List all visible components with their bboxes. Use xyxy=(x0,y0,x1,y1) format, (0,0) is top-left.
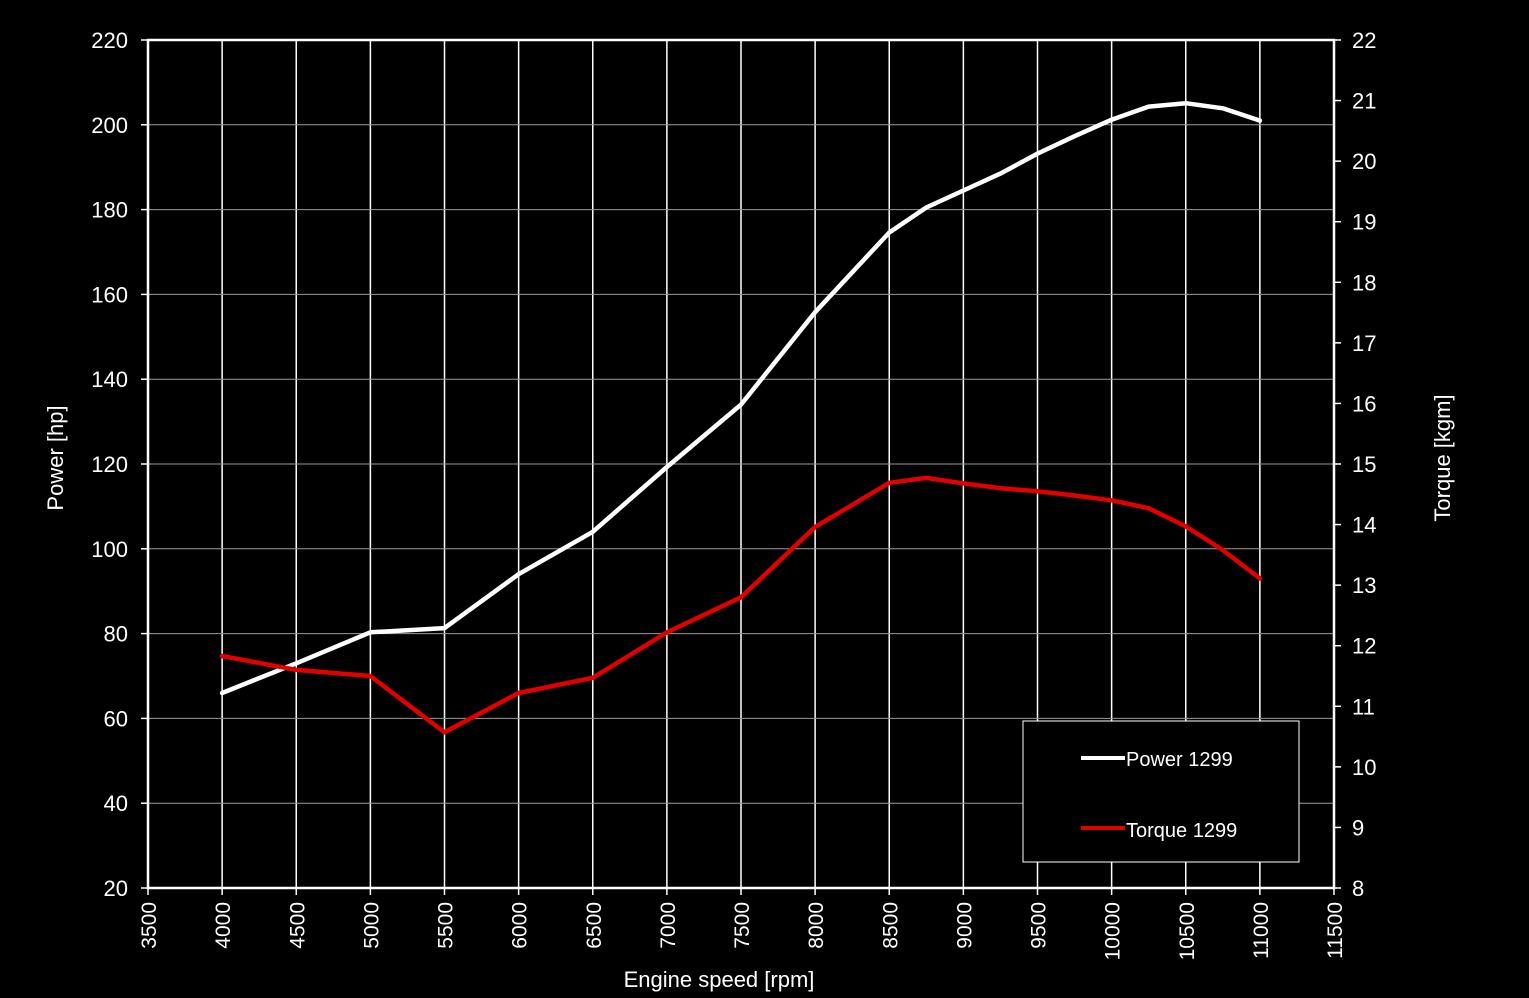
series-line-torque xyxy=(219,475,1263,735)
x-tick-label: 7000 xyxy=(657,902,680,949)
x-tick-label: 9000 xyxy=(953,902,976,949)
x-tick-label: 9500 xyxy=(1028,902,1051,949)
x-tick-label: 6000 xyxy=(509,902,532,949)
y-right-tick-label: 18 xyxy=(1352,270,1376,295)
y-axis-right-label: Torque [kgm] xyxy=(1430,394,1455,521)
y-right-tick-label: 12 xyxy=(1352,634,1376,659)
x-tick-label: 5500 xyxy=(435,902,458,949)
x-tick-label: 5000 xyxy=(360,902,383,949)
x-tick-label: 10000 xyxy=(1102,902,1125,960)
x-tick-label: 8000 xyxy=(805,902,828,949)
series-line-power xyxy=(219,100,1263,696)
y-right-tick-label: 19 xyxy=(1352,210,1376,235)
y-right-tick-label: 9 xyxy=(1352,815,1364,840)
y-axis-left-label: Power [hp] xyxy=(43,405,68,510)
x-tick-label: 3500 xyxy=(138,902,161,949)
y-right-tick-label: 21 xyxy=(1352,89,1376,114)
y-right-tick-label: 15 xyxy=(1352,452,1376,477)
y-left-tick-label: 120 xyxy=(91,452,128,477)
y-axis-left: 20 40 60 80 100 120 140 160 180 200 220 xyxy=(91,28,148,901)
y-axis-right: 8 9 10 11 12 13 14 15 16 17 18 19 20 21 22 xyxy=(1334,28,1376,901)
y-right-tick-label: 20 xyxy=(1352,149,1376,174)
y-left-tick-label: 100 xyxy=(91,537,128,562)
legend-box xyxy=(1022,720,1300,863)
x-tick-label: 10500 xyxy=(1176,902,1199,960)
x-tick-label: 7500 xyxy=(731,902,754,949)
y-left-tick-label: 160 xyxy=(91,282,128,307)
legend: Power 1299 Torque 1299 xyxy=(1022,720,1300,863)
x-tick-label: 4500 xyxy=(286,902,309,949)
x-axis: 3500 4000 4500 5000 5500 6000 6500 7000 7500 8000… xyxy=(138,888,1347,960)
y-right-tick-label: 10 xyxy=(1352,755,1376,780)
x-axis-label: Engine speed [rpm] xyxy=(624,967,815,992)
x-tick-label: 4000 xyxy=(212,902,235,949)
y-right-tick-label: 13 xyxy=(1352,573,1376,598)
legend-label-power: Power 1299 xyxy=(1126,749,1233,771)
x-tick-label: 8500 xyxy=(879,902,902,949)
y-right-tick-label: 16 xyxy=(1352,391,1376,416)
y-left-tick-label: 20 xyxy=(104,876,128,901)
y-right-tick-label: 17 xyxy=(1352,331,1376,356)
y-left-tick-label: 220 xyxy=(91,28,128,53)
x-tick-label: 11000 xyxy=(1250,902,1273,959)
series-layer xyxy=(219,100,1263,735)
y-left-tick-label: 200 xyxy=(91,113,128,138)
y-right-tick-label: 14 xyxy=(1352,513,1376,538)
x-tick-label: 11500 xyxy=(1324,902,1347,959)
y-left-tick-label: 80 xyxy=(104,622,128,647)
y-left-tick-label: 180 xyxy=(91,198,128,223)
y-left-tick-label: 140 xyxy=(91,367,128,392)
y-right-tick-label: 8 xyxy=(1352,876,1364,901)
y-left-tick-label: 60 xyxy=(104,706,128,731)
legend-label-torque: Torque 1299 xyxy=(1126,820,1237,842)
y-right-tick-label: 22 xyxy=(1352,28,1376,53)
y-left-tick-label: 40 xyxy=(104,791,128,816)
x-tick-label: 6500 xyxy=(583,902,606,949)
y-right-tick-label: 11 xyxy=(1352,694,1375,719)
